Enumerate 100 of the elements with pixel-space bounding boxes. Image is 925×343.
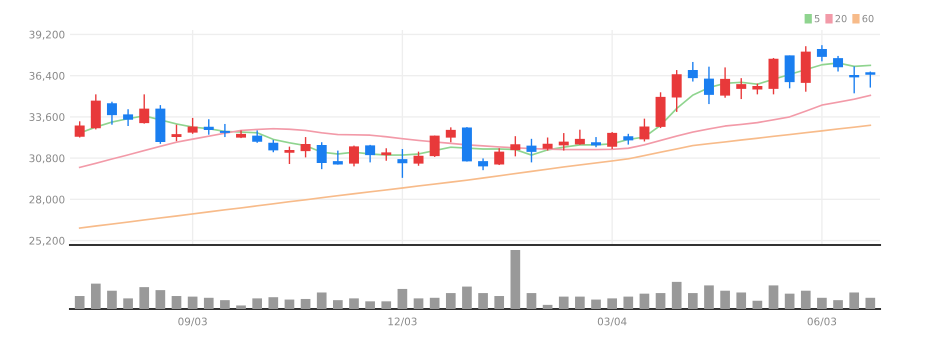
- bar: [833, 300, 843, 309]
- candlestick: [510, 135, 520, 158]
- candlestick: [284, 146, 294, 165]
- bar: [817, 298, 827, 309]
- bar: [204, 298, 214, 309]
- bar: [446, 293, 456, 309]
- bar: [607, 298, 617, 309]
- candlestick: [752, 82, 762, 96]
- candlestick: [478, 158, 488, 171]
- candlestick: [558, 132, 569, 152]
- x-tick-label: 03/04: [598, 318, 627, 326]
- bar: [704, 285, 714, 309]
- bar: [526, 293, 536, 309]
- bar: [462, 286, 472, 309]
- bar: [672, 282, 682, 309]
- bar: [316, 292, 327, 309]
- bar: [558, 296, 569, 309]
- bar: [542, 304, 552, 309]
- bar: [768, 285, 778, 309]
- candlestick: [816, 44, 827, 62]
- x-tick-label: 06/03: [808, 318, 836, 326]
- bar: [107, 290, 117, 309]
- bar: [123, 298, 133, 309]
- candlestick: [833, 55, 844, 72]
- candlestick: [106, 101, 117, 126]
- bar: [139, 287, 150, 309]
- bar: [736, 292, 746, 309]
- legend-label: 60: [862, 14, 874, 22]
- candlestick: [268, 139, 278, 153]
- bar: [236, 305, 246, 309]
- bar: [800, 290, 811, 309]
- bar: [478, 293, 488, 309]
- bar: [381, 301, 392, 309]
- y-tick-label: 36,400: [29, 72, 64, 81]
- candlestick: [123, 108, 134, 127]
- legend-label: 20: [836, 14, 847, 22]
- candlestick: [348, 144, 359, 168]
- candlestick: [172, 124, 182, 142]
- x-tick-label: 12/03: [388, 318, 417, 326]
- candlestick: [365, 144, 376, 164]
- bar: [365, 301, 375, 309]
- bar: [623, 296, 634, 309]
- candlestick: [574, 129, 585, 146]
- candlestick: [74, 120, 85, 138]
- candlestick: [688, 61, 698, 82]
- bar: [252, 298, 262, 309]
- candlestick: [139, 94, 150, 124]
- candlestick: [381, 148, 392, 162]
- candlestick: [542, 136, 553, 152]
- candlestick: [494, 148, 504, 166]
- candlestick: [430, 134, 440, 158]
- candlestick: [639, 118, 650, 142]
- bar: [398, 288, 408, 309]
- bar: [284, 300, 294, 309]
- bar: [640, 294, 650, 309]
- bar: [333, 300, 343, 309]
- bar: [430, 298, 440, 309]
- candlestick: [607, 131, 618, 150]
- bar: [74, 296, 85, 309]
- line-series: [78, 124, 872, 229]
- candlestick: [736, 77, 746, 100]
- candlestick: [526, 138, 536, 164]
- bar: [688, 293, 698, 309]
- bar: [720, 290, 730, 309]
- bar: [591, 300, 601, 309]
- bar: [752, 300, 762, 309]
- bar: [220, 300, 230, 309]
- bar: [784, 294, 794, 309]
- candlestick: [316, 142, 327, 170]
- candlestick: [672, 69, 682, 113]
- bar: [849, 292, 860, 309]
- y-tick-label: 25,200: [29, 236, 64, 246]
- candlestick: [414, 150, 424, 166]
- bar: [575, 296, 585, 309]
- bar: [494, 296, 504, 309]
- bar: [349, 298, 359, 309]
- bar: [300, 298, 310, 309]
- y-tick-label: 28,000: [29, 196, 64, 205]
- bar: [90, 284, 101, 309]
- candlestick: [704, 66, 714, 105]
- bar: [188, 296, 198, 309]
- y-tick-label: 39,200: [29, 30, 64, 40]
- candlestick: [720, 66, 730, 98]
- candlestick: [446, 126, 456, 143]
- bar: [656, 293, 666, 309]
- candlestick: [332, 150, 343, 166]
- candlestick: [849, 66, 860, 94]
- candlestick: [204, 118, 214, 136]
- y-tick-label: 30,800: [29, 154, 64, 164]
- candlestick: [300, 136, 311, 158]
- candlestick: [623, 133, 634, 146]
- bar: [510, 250, 520, 309]
- candlestick: [188, 117, 198, 135]
- candlestick: [252, 130, 262, 144]
- bar: [865, 298, 876, 309]
- legend-label: 5: [814, 15, 820, 22]
- candlestick: [397, 148, 408, 179]
- bar: [268, 297, 278, 309]
- x-tick-label: 09/03: [178, 318, 207, 326]
- candlestick: [220, 123, 230, 138]
